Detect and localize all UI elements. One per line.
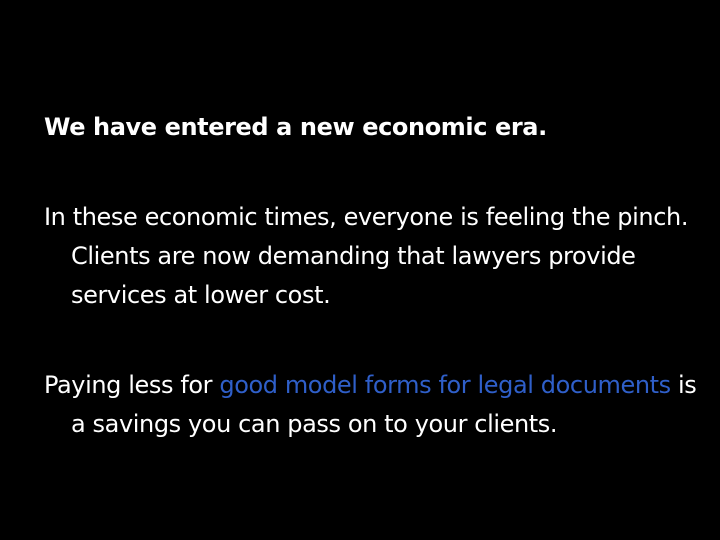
paragraph-text-after-link: is a savings you can pass on to your cli… — [71, 371, 697, 438]
model-forms-link[interactable]: good model forms for legal documents — [219, 371, 671, 399]
slide-heading: We have entered a new economic era. — [44, 113, 547, 141]
paragraph-text-before-link: Paying less for — [44, 371, 220, 399]
paragraph-economic-times: In these economic times, everyone is fee… — [44, 203, 689, 309]
paragraph-paying-less: Paying less for good model forms for leg… — [44, 366, 711, 444]
